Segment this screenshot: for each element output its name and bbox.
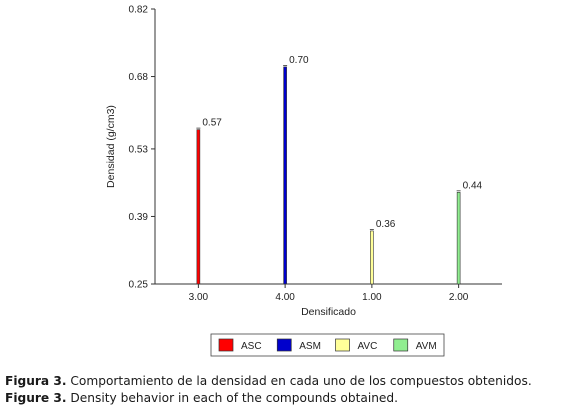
legend-label-avc: AVC xyxy=(358,341,378,352)
x-tick-label: 3.00 xyxy=(189,292,209,303)
y-tick-label: 0.68 xyxy=(129,72,149,83)
y-axis-title: Densidad (g/cm3) xyxy=(105,105,117,188)
legend-label-asm: ASM xyxy=(299,341,321,352)
bar-asc xyxy=(196,129,201,285)
legend-box xyxy=(210,333,445,357)
chart-container: 0.82 0.68 0.53 0.39 0.25 3.00 4.00 1.00 2.00 Dens… xyxy=(105,5,502,357)
y-tick-label: 0.53 xyxy=(129,144,149,155)
y-tick-label: 0.39 xyxy=(129,212,149,223)
x-axis-title: Densificado xyxy=(301,306,356,318)
y-tick-label: 0.82 xyxy=(129,5,149,16)
legend-label-asc: ASC xyxy=(241,341,262,352)
x-tick-label: 4.00 xyxy=(275,292,295,303)
x-tick-label: 2.00 xyxy=(449,292,469,303)
bar-chart: 0.82 0.68 0.53 0.39 0.25 3.00 4.00 1.00 2.00 Dens… xyxy=(105,5,502,357)
data-label: 0.57 xyxy=(202,118,222,129)
legend-swatch-asm xyxy=(276,338,292,352)
caption-text: Comportamiento de la densidad en cada un… xyxy=(66,374,532,388)
data-label: 0.44 xyxy=(463,180,483,191)
figure-caption-english: Figure 3. Density behavior in each of th… xyxy=(5,391,398,405)
y-tick-label: 0.25 xyxy=(129,280,149,291)
legend-label-avm: AVM xyxy=(416,341,437,352)
x-tick-label: 1.00 xyxy=(362,292,382,303)
data-label: 0.36 xyxy=(376,219,396,230)
caption-text: Density behavior in each of the compound… xyxy=(66,391,399,405)
data-label: 0.70 xyxy=(289,55,309,66)
legend-swatch-asc xyxy=(218,338,234,352)
bar-asm xyxy=(283,66,287,285)
caption-label: Figura 3. xyxy=(5,374,67,388)
caption-label: Figure 3. xyxy=(5,391,67,405)
bar-avc xyxy=(370,230,374,285)
figure-caption-spanish: Figura 3. Comportamiento de la densidad … xyxy=(5,374,532,388)
legend-swatch-avm xyxy=(393,338,409,352)
legend-swatch-avc xyxy=(335,338,350,352)
bar-avm xyxy=(456,192,461,285)
